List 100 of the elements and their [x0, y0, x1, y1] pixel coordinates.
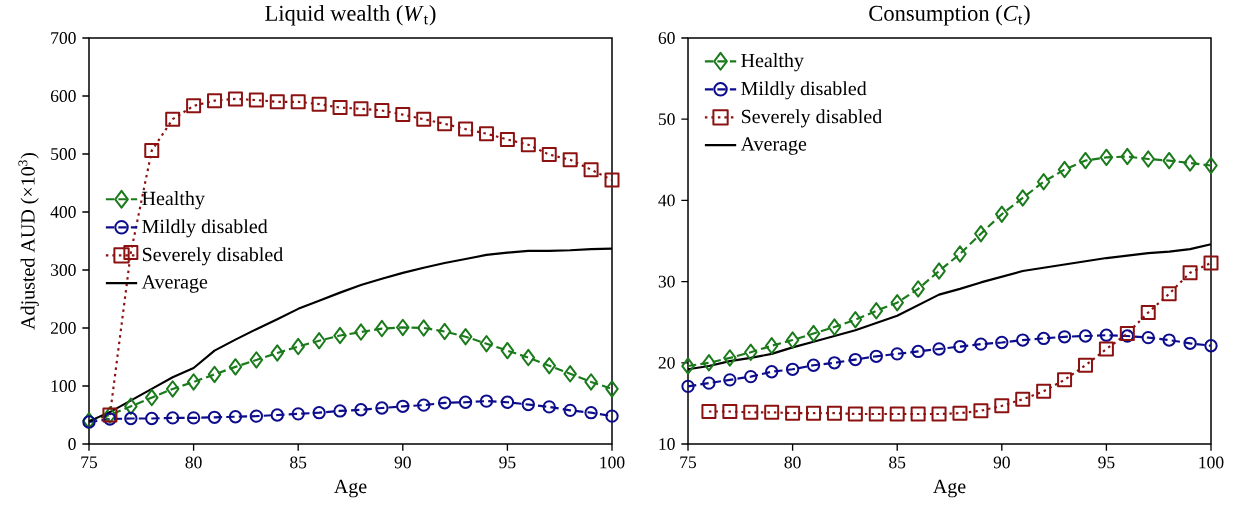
point [332, 100, 348, 116]
legend-label: Healthy [741, 53, 804, 72]
point [145, 411, 159, 426]
point [437, 322, 452, 341]
point [207, 365, 222, 384]
point [605, 409, 619, 423]
point [375, 401, 389, 415]
point [974, 225, 988, 243]
point [868, 406, 884, 422]
point [869, 302, 884, 320]
x-tick-label: 75 [81, 456, 98, 469]
y-tick-label: 30 [658, 275, 675, 288]
point [312, 332, 326, 350]
point [499, 132, 515, 148]
point [144, 143, 160, 159]
legend-label: Mildly disabled [741, 81, 867, 100]
point [584, 406, 598, 420]
point [953, 245, 967, 263]
point [1015, 391, 1031, 407]
point [911, 280, 925, 298]
point [249, 409, 264, 423]
point [1161, 286, 1177, 302]
point [785, 405, 801, 421]
point [311, 96, 327, 112]
point [681, 357, 695, 375]
point [333, 326, 347, 345]
point [889, 406, 905, 422]
point [1057, 160, 1072, 179]
point [1078, 329, 1093, 343]
point [785, 362, 800, 376]
y-tick-label: 10 [659, 438, 675, 450]
point [1204, 339, 1218, 353]
point [396, 318, 410, 337]
x-tick-label: 95 [499, 456, 516, 469]
point [291, 337, 305, 356]
point [995, 205, 1009, 223]
point [932, 342, 946, 356]
point [186, 373, 201, 391]
x-tick-label: 90 [993, 456, 1010, 469]
point [123, 245, 139, 261]
y-tick-label: 60 [658, 32, 675, 44]
point [521, 397, 535, 412]
point [584, 373, 598, 391]
point [1182, 265, 1198, 281]
x-tick-label: 80 [784, 456, 801, 469]
point [1057, 372, 1073, 388]
legend-label: Average [740, 137, 807, 155]
point [722, 404, 738, 420]
legend-label: Severely disabled [142, 247, 283, 266]
point [702, 376, 716, 390]
point [290, 94, 306, 110]
point [1141, 330, 1155, 345]
point [520, 137, 536, 153]
point [542, 357, 556, 375]
point [353, 101, 369, 117]
point [932, 262, 946, 280]
x-tick-label: 100 [1199, 456, 1224, 469]
point [124, 411, 138, 426]
point [417, 398, 431, 412]
point [743, 404, 759, 420]
point [806, 405, 822, 421]
point [1078, 151, 1093, 170]
x-axis-title: Age [334, 479, 367, 498]
point [1120, 147, 1135, 166]
point [1036, 173, 1051, 191]
point [416, 319, 431, 337]
x-tick-label: 95 [1098, 456, 1115, 469]
point [974, 337, 988, 351]
point [396, 399, 410, 413]
point [1036, 331, 1051, 346]
point [354, 403, 368, 417]
point [103, 412, 117, 426]
point [165, 111, 181, 127]
point [354, 323, 368, 341]
y-tick-label: 0 [68, 438, 76, 450]
point [1162, 333, 1176, 347]
point [375, 319, 389, 338]
point [1140, 304, 1156, 320]
point [701, 404, 717, 420]
point [395, 107, 411, 123]
point [583, 162, 599, 178]
point [249, 351, 264, 369]
point [186, 411, 201, 425]
point [1016, 333, 1030, 347]
point [437, 396, 452, 410]
point [207, 93, 223, 109]
point [124, 397, 138, 415]
point [604, 172, 620, 188]
point [458, 395, 473, 409]
y-tick-label: 600 [50, 90, 76, 102]
point [1141, 150, 1155, 168]
point [269, 94, 285, 110]
point [1099, 148, 1114, 167]
y-axis-title: Adjusted AUD (×10$^{3}$) [18, 153, 39, 330]
point [848, 352, 863, 367]
point [994, 398, 1010, 414]
legend-label: Average [141, 275, 208, 293]
legend-label: Healthy [142, 191, 205, 210]
point [458, 328, 473, 346]
point [848, 311, 863, 329]
